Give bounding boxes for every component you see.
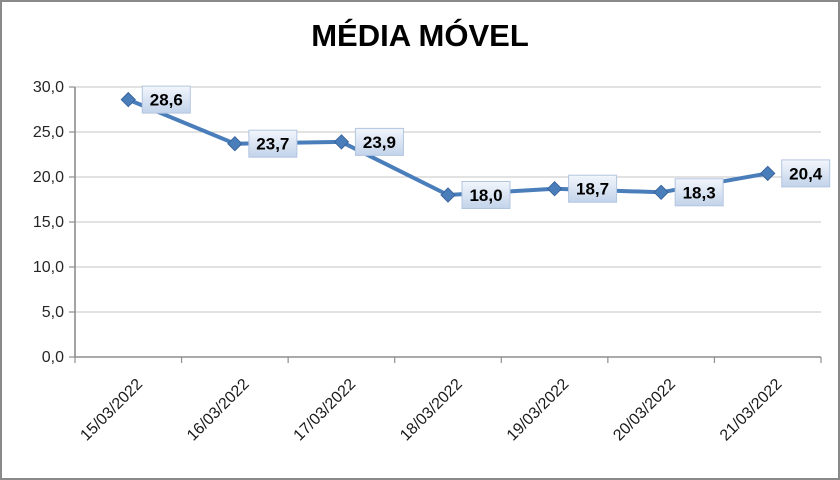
data-point-marker <box>440 187 456 203</box>
data-label-box <box>781 159 831 188</box>
x-tick-label: 18/03/2022 <box>397 376 466 445</box>
axes <box>69 86 822 363</box>
data-label: 20,4 <box>781 159 831 188</box>
chart-title: MÉDIA MÓVEL <box>311 18 529 53</box>
data-markers <box>120 91 776 203</box>
x-tick-label: 17/03/2022 <box>291 376 360 445</box>
data-label-text: 28,6 <box>150 91 183 110</box>
y-tick-label: 10,0 <box>33 259 64 276</box>
y-tick-label: 25,0 <box>33 124 64 141</box>
series-line <box>126 97 770 197</box>
y-tick-label: 20,0 <box>33 169 64 186</box>
data-label-text: 18,7 <box>576 180 609 199</box>
x-tick-label: 19/03/2022 <box>504 376 573 445</box>
data-label-text: 18,3 <box>683 183 716 202</box>
data-label: 28,6 <box>141 85 191 114</box>
data-point-marker <box>546 180 563 197</box>
series-polyline <box>126 97 770 197</box>
data-label-box <box>248 129 298 158</box>
data-label-box <box>141 85 191 114</box>
data-label-text: 23,7 <box>256 135 289 154</box>
x-tick-label: 15/03/2022 <box>77 376 146 445</box>
x-tick-label: 21/03/2022 <box>717 376 786 445</box>
data-label-box <box>354 127 404 156</box>
x-axis-labels: 15/03/2022 16/03/2022 17/03/2022 18/03/2022… <box>77 376 785 445</box>
x-tick-label: 20/03/2022 <box>610 376 679 445</box>
data-point-marker <box>653 184 669 201</box>
data-label-text: 23,9 <box>363 133 396 152</box>
data-label-box <box>568 174 618 203</box>
data-label: 23,7 <box>248 129 298 158</box>
data-label: 18,0 <box>461 181 511 209</box>
data-point-marker <box>333 134 350 150</box>
data-label-text: 20,4 <box>789 164 823 183</box>
data-label-box <box>674 178 724 207</box>
data-label: 18,3 <box>674 178 724 207</box>
y-tick-label: 15,0 <box>33 214 64 231</box>
y-axis-labels: 0,0 5,0 10,0 15,0 20,0 25,0 30,0 <box>33 79 64 366</box>
gridlines <box>75 86 821 313</box>
data-point-marker <box>227 135 243 152</box>
data-labels: 28,6 23,7 23,9 18,0 18,7 18,3 20,4 <box>141 85 831 209</box>
data-point-marker <box>760 165 776 182</box>
x-tick-label: 16/03/2022 <box>184 376 253 445</box>
data-label-text: 18,0 <box>469 186 502 205</box>
data-point-marker <box>120 91 136 108</box>
data-label-box <box>461 181 511 209</box>
y-tick-label: 5,0 <box>42 304 64 321</box>
y-tick-label: 30,0 <box>33 79 64 96</box>
y-tick-label: 0,0 <box>42 349 64 366</box>
data-label: 18,7 <box>568 174 618 203</box>
data-label: 23,9 <box>354 127 404 156</box>
